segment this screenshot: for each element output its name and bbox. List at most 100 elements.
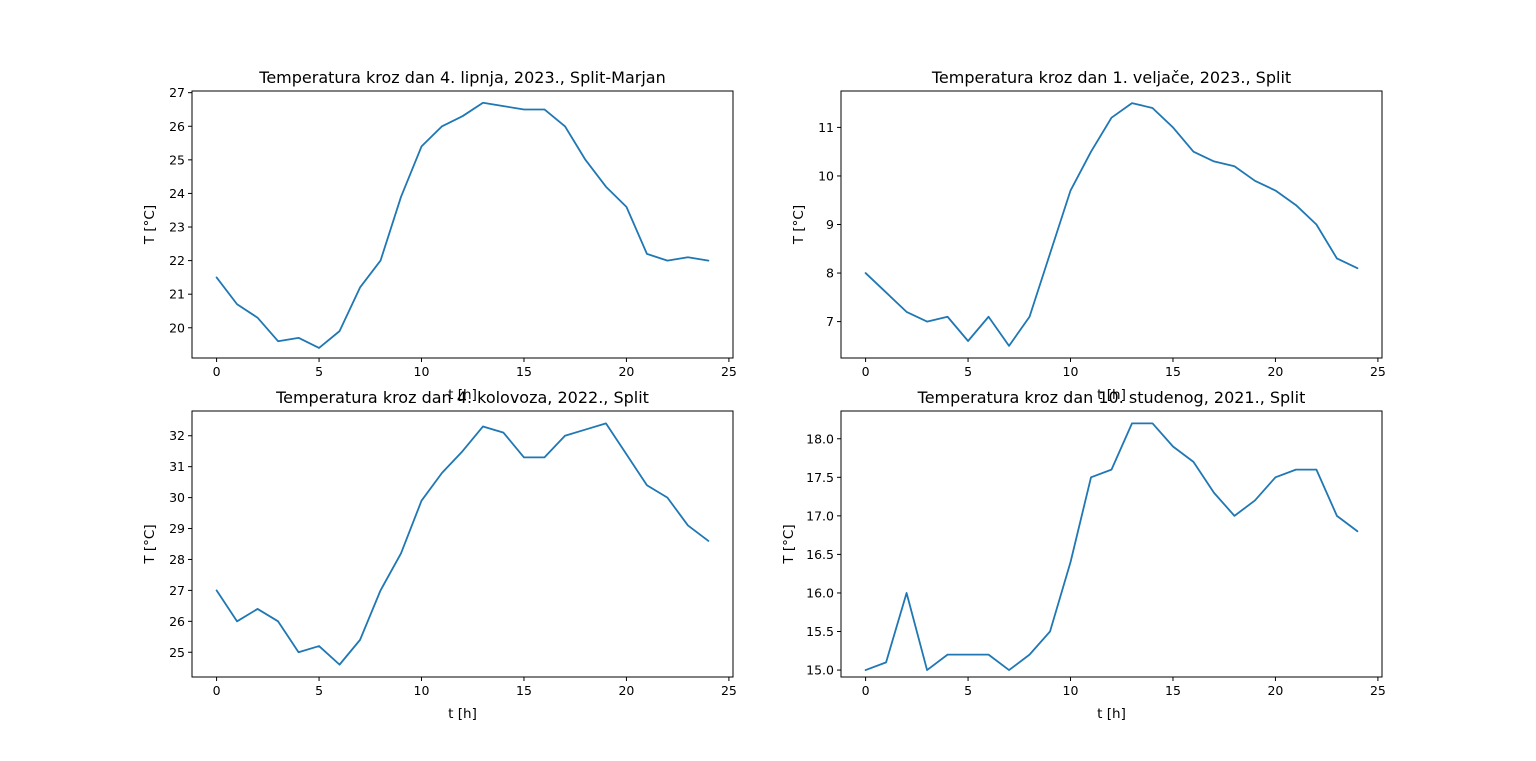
y-tick-label: 26	[169, 614, 185, 629]
data-point	[947, 654, 949, 656]
data-point	[441, 125, 443, 127]
x-axis-label: t [h]	[448, 706, 477, 722]
data-point	[1090, 476, 1092, 478]
data-point	[1315, 224, 1317, 226]
x-tick-label: 15	[516, 364, 532, 379]
axes-frame	[840, 90, 1383, 359]
data-point	[707, 540, 709, 542]
data-point	[236, 620, 238, 622]
y-tick-label: 11	[818, 120, 834, 135]
x-tick-label: 25	[721, 364, 737, 379]
y-tick-label: 10	[818, 168, 834, 183]
x-tick-label: 5	[964, 364, 972, 379]
data-point	[462, 115, 464, 117]
y-tick-label: 28	[169, 552, 185, 567]
data-point	[339, 330, 341, 332]
data-point	[1070, 190, 1072, 192]
data-point	[885, 291, 887, 293]
x-tick-label: 15	[1165, 364, 1181, 379]
y-tick-label: 17.0	[806, 508, 834, 523]
x-axis-label: t [h]	[448, 387, 477, 403]
y-tick-label: 21	[169, 287, 185, 302]
subplot-3: Temperatura kroz dan 4. kolovoza, 2022.,…	[142, 388, 737, 722]
data-point	[1295, 469, 1297, 471]
data-point	[1070, 561, 1072, 563]
x-tick-label: 10	[1063, 364, 1079, 379]
data-point	[988, 316, 990, 318]
data-point	[1254, 499, 1256, 501]
data-point	[421, 145, 423, 147]
y-tick-label: 18.0	[806, 431, 834, 446]
data-point	[1111, 469, 1113, 471]
data-point	[1008, 669, 1010, 671]
y-axis-label: T [°C]	[791, 205, 807, 245]
data-point	[523, 108, 525, 110]
y-tick-label: 17.5	[806, 470, 834, 485]
y-tick-label: 23	[169, 220, 185, 235]
data-point	[441, 472, 443, 474]
data-point	[947, 316, 949, 318]
data-point	[359, 286, 361, 288]
data-point	[298, 337, 300, 339]
y-tick-label: 27	[169, 583, 185, 598]
data-point	[400, 552, 402, 554]
data-point	[318, 645, 320, 647]
data-point	[298, 651, 300, 653]
data-point	[277, 340, 279, 342]
x-tick-label: 25	[1370, 683, 1386, 698]
series-line	[215, 101, 710, 349]
x-tick-label: 20	[618, 683, 634, 698]
axes-frame	[191, 410, 734, 678]
data-point	[523, 456, 525, 458]
data-point	[1254, 180, 1256, 182]
y-tick-label: 24	[169, 186, 185, 201]
data-point	[687, 256, 689, 258]
data-point	[482, 102, 484, 104]
x-tick-label: 0	[862, 683, 870, 698]
data-point	[1336, 257, 1338, 259]
y-tick-label: 25	[169, 645, 185, 660]
data-point	[988, 654, 990, 656]
data-point	[666, 497, 668, 499]
data-point	[1029, 654, 1031, 656]
x-tick-label: 25	[1370, 364, 1386, 379]
data-point	[646, 253, 648, 255]
data-point	[257, 317, 259, 319]
data-point	[380, 589, 382, 591]
data-point	[1213, 160, 1215, 162]
data-point	[482, 425, 484, 427]
data-point	[216, 589, 218, 591]
y-tick-label: 16.5	[806, 547, 834, 562]
data-point	[1356, 267, 1358, 269]
x-tick-label: 10	[414, 364, 430, 379]
data-point	[400, 196, 402, 198]
data-point	[1274, 476, 1276, 478]
data-point	[865, 669, 867, 671]
y-tick-label: 7	[826, 314, 834, 329]
data-point	[1192, 461, 1194, 463]
data-point	[564, 125, 566, 127]
data-point	[1090, 151, 1092, 153]
data-point	[216, 276, 218, 278]
y-tick-label: 15.0	[806, 663, 834, 678]
y-tick-label: 30	[169, 490, 185, 505]
x-tick-label: 20	[1267, 364, 1283, 379]
y-tick-label: 16.0	[806, 585, 834, 600]
data-point	[1111, 117, 1113, 119]
data-point	[605, 422, 607, 424]
data-point	[1131, 422, 1133, 424]
x-tick-label: 0	[213, 683, 221, 698]
data-point	[687, 524, 689, 526]
data-point	[318, 347, 320, 349]
y-tick-label: 31	[169, 459, 185, 474]
data-point	[1233, 165, 1235, 167]
x-tick-label: 5	[964, 683, 972, 698]
axes-frame	[840, 410, 1383, 678]
subplot-title: Temperatura kroz dan 10. studenog, 2021.…	[917, 388, 1306, 407]
data-point	[462, 450, 464, 452]
data-point	[1356, 530, 1358, 532]
data-point	[564, 435, 566, 437]
data-point	[1295, 204, 1297, 206]
data-point	[646, 484, 648, 486]
data-point	[1336, 515, 1338, 517]
